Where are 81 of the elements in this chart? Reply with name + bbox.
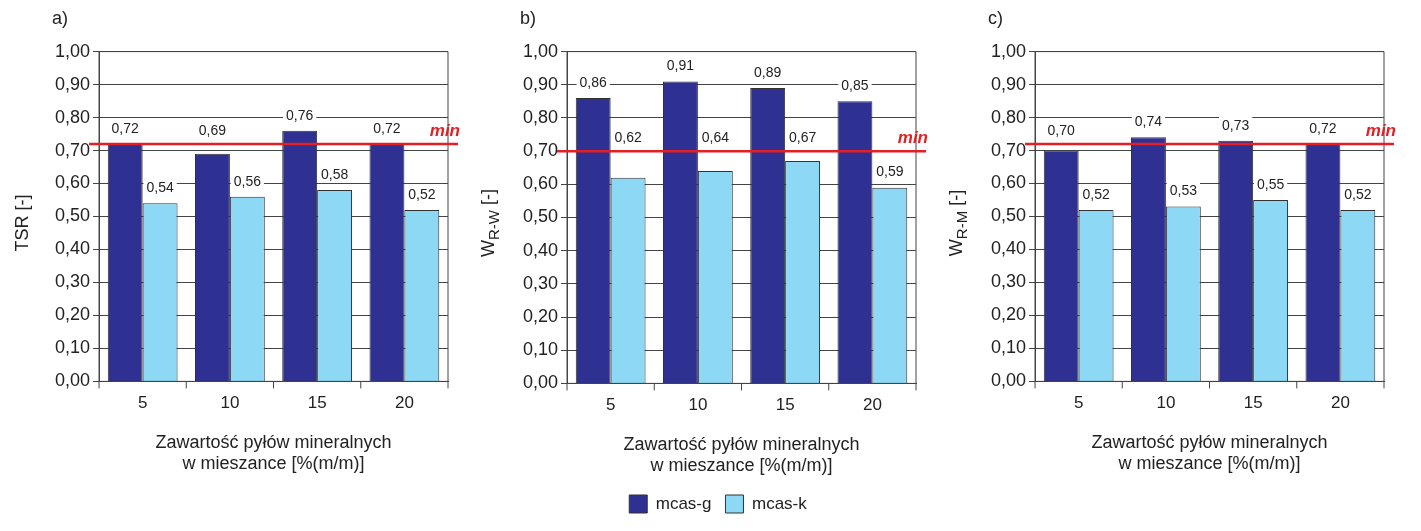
- data-label: 0,52: [1082, 185, 1110, 202]
- x-axis-title: Zawartość pyłów mineralnych w mieszance [%(m/m)]: [1091, 431, 1328, 474]
- data-label: 0,58: [320, 165, 349, 182]
- y-tick-label: 0,70: [522, 140, 559, 161]
- data-label: 0,56: [233, 172, 262, 189]
- y-tick-label: 0,90: [522, 73, 559, 94]
- y-tick-label: 0,10: [990, 337, 1027, 358]
- x-tick-label: 10: [220, 393, 240, 413]
- y-tick-label: 0,10: [522, 339, 559, 360]
- x-tick-label: 20: [394, 393, 414, 413]
- data-label: 0,72: [111, 119, 140, 136]
- chart-title: b): [520, 7, 537, 28]
- data-label: 0,59: [876, 163, 904, 180]
- y-tick-label: 0,90: [54, 73, 91, 94]
- x-tick-label: 15: [1243, 393, 1263, 413]
- data-label: 0,67: [788, 129, 817, 145]
- y-tick-label: 0,00: [522, 372, 559, 393]
- data-label: 0,72: [373, 119, 401, 136]
- x-tick-label: 10: [688, 395, 708, 415]
- x-tick-label: 20: [1330, 393, 1350, 413]
- x-axis-title: Zawartość pyłów mineralnych w mieszance [%(m/m)]: [155, 431, 392, 474]
- y-tick-label: 1,00: [990, 40, 1027, 61]
- chart-title: c): [988, 7, 1003, 28]
- y-tick-label: 0,70: [990, 139, 1027, 160]
- legend-label: mcas-g: [655, 493, 712, 513]
- y-tick-label: 0,40: [990, 238, 1027, 259]
- y-tick-label: 0,20: [522, 306, 559, 327]
- x-tick-label: 5: [1073, 393, 1084, 413]
- x-tick-label: 15: [775, 395, 795, 415]
- data-label: 0,69: [198, 121, 227, 138]
- data-label: 0,52: [408, 185, 436, 202]
- ref-line-label: min: [429, 121, 460, 141]
- y-tick-label: 0,20: [990, 304, 1027, 325]
- y-tick-label: 1,00: [54, 40, 91, 61]
- y-tick-label: 0,80: [522, 106, 559, 127]
- y-tick-label: 0,60: [990, 172, 1027, 193]
- ref-line-label: min: [1365, 121, 1396, 141]
- y-tick-label: 0,30: [990, 271, 1027, 292]
- y-tick-label: 1,00: [522, 40, 559, 61]
- data-label: 0,64: [701, 129, 730, 145]
- x-tick-label: 5: [137, 393, 148, 413]
- y-tick-label: 0,70: [54, 139, 91, 160]
- y-tick-label: 0,50: [990, 205, 1027, 226]
- y-tick-label: 0,80: [54, 106, 91, 127]
- chart-title: a): [52, 7, 69, 28]
- data-label: 0,53: [1169, 182, 1198, 199]
- y-tick-label: 0,50: [522, 206, 559, 227]
- data-label: 0,86: [579, 73, 608, 90]
- data-label: 0,76: [286, 106, 314, 123]
- y-tick-label: 0,80: [990, 106, 1027, 127]
- x-tick-label: 10: [1156, 393, 1176, 413]
- y-tick-label: 0,60: [522, 173, 559, 194]
- ref-line-label: min: [897, 128, 928, 148]
- y-tick-label: 0,00: [54, 370, 91, 391]
- data-label: 0,54: [146, 179, 174, 196]
- data-label: 0,85: [841, 77, 869, 94]
- y-tick-label: 0,40: [522, 239, 559, 260]
- y-tick-label: 0,50: [54, 205, 91, 226]
- y-tick-label: 0,90: [990, 73, 1027, 94]
- data-label: 0,62: [614, 129, 642, 145]
- y-tick-label: 0,60: [54, 172, 91, 193]
- data-label: 0,91: [666, 57, 695, 74]
- x-tick-label: 5: [605, 395, 616, 415]
- x-axis-title: Zawartość pyłów mineralnych w mieszance [%(m/m)]: [623, 433, 860, 476]
- y-tick-label: 0,30: [522, 272, 559, 293]
- y-tick-label: 0,40: [54, 238, 91, 259]
- y-tick-label: 0,30: [54, 271, 91, 292]
- x-tick-label: 15: [307, 393, 327, 413]
- data-label: 0,74: [1134, 113, 1163, 130]
- y-tick-label: 0,20: [54, 304, 91, 325]
- data-label: 0,72: [1309, 119, 1337, 136]
- x-tick-label: 20: [862, 395, 882, 415]
- y-tick-label: 0,10: [54, 337, 91, 358]
- data-label: 0,73: [1222, 116, 1250, 133]
- data-label: 0,55: [1256, 175, 1285, 192]
- y-tick-label: 0,00: [990, 370, 1027, 391]
- data-label: 0,52: [1344, 185, 1372, 202]
- y-axis-title: TSR [-]: [11, 194, 33, 252]
- data-label: 0,89: [754, 63, 782, 80]
- data-label: 0,70: [1047, 121, 1076, 138]
- legend-label: mcas-k: [751, 493, 808, 513]
